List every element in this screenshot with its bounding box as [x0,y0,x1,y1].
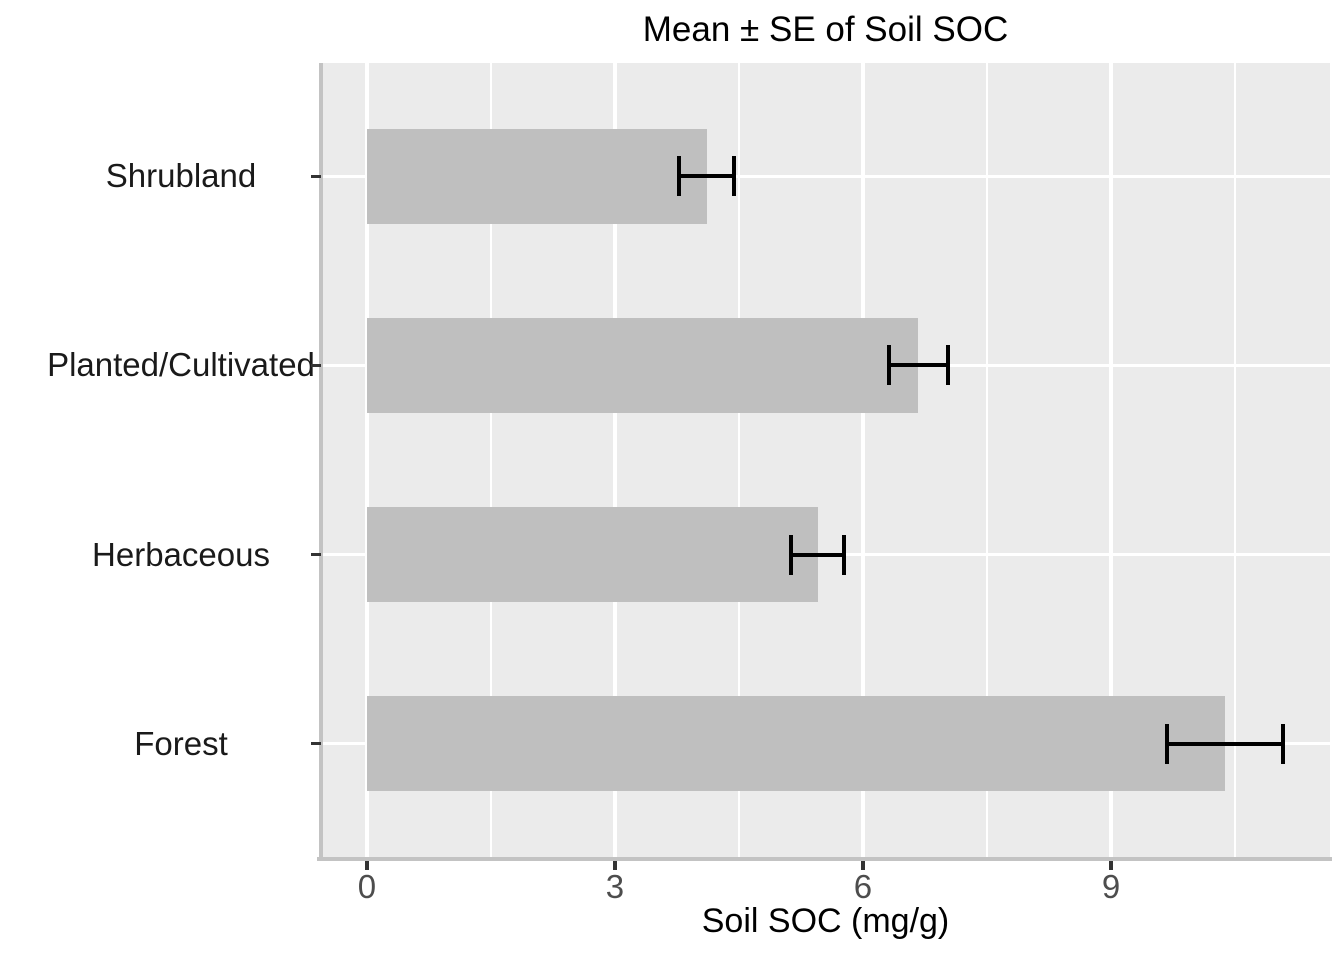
error-bar-forest [1167,741,1283,746]
minor-gridline [737,63,740,857]
error-bar-herbaceous [791,552,844,557]
major-gridline [861,63,865,857]
x-tick-mark [1109,861,1113,870]
y-axis-label-herbaceous: Herbaceous [92,535,270,573]
row-gridline [321,174,1330,179]
x-axis-title: Soil SOC (mg/g) [701,902,950,940]
y-axis-line [319,63,323,860]
major-gridline [613,63,617,857]
x-axis-line [317,857,1332,861]
x-tick-label-9: 9 [1101,868,1121,905]
bar-planted-cultivated [366,318,919,413]
error-bar-cap-right-planted-cultivated [946,345,951,386]
error-bar-cap-right-shrubland [732,156,737,197]
error-bar-cap-right-herbaceous [841,534,846,575]
x-tick-mark [365,861,369,870]
x-tick-mark [861,861,865,870]
major-gridline [365,63,369,857]
minor-gridline [1234,63,1236,857]
minor-gridline [489,63,492,857]
error-bar-cap-left-forest [1165,723,1170,764]
minor-gridline [985,63,988,857]
chart-title: Mean ± SE of Soil SOC [642,10,1009,49]
error-bar-cap-right-forest [1280,723,1285,764]
plot-panel [321,63,1330,857]
x-tick-label-3: 3 [605,868,625,905]
bar-shrubland [366,129,707,224]
y-axis-label-forest: Forest [134,724,228,762]
x-tick-mark [613,861,617,870]
x-tick-label-6: 6 [853,868,873,905]
error-bar-planted-cultivated [888,363,949,368]
y-tick-mark [311,741,321,746]
y-axis-label-planted-cultivated: Planted/Cultivated [47,346,315,384]
bar-forest [366,696,1226,791]
y-tick-mark [311,552,321,557]
bar-herbaceous [366,507,818,602]
error-bar-cap-left-planted-cultivated [886,345,891,386]
major-gridline [1109,63,1113,857]
error-bar-shrubland [679,174,735,179]
x-tick-label-0: 0 [357,868,377,905]
y-tick-mark [311,174,321,179]
error-bar-cap-left-shrubland [677,156,682,197]
y-tick-mark [311,363,321,368]
error-bar-cap-left-herbaceous [789,534,794,575]
y-axis-label-shrubland: Shrubland [105,157,257,195]
